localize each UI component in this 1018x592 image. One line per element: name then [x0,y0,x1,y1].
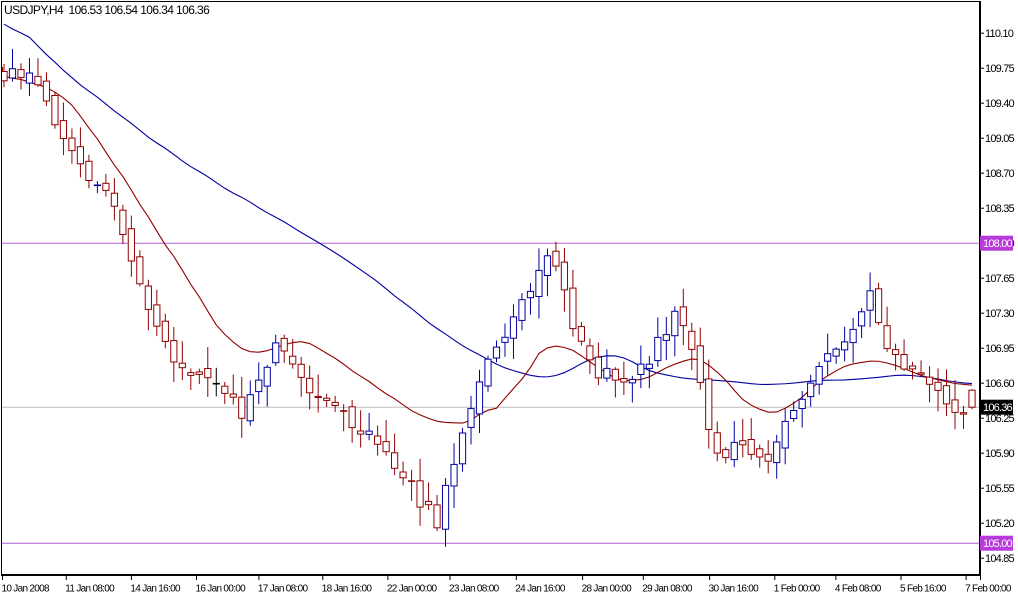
svg-text:104.85: 104.85 [985,553,1015,565]
svg-text:110.10: 110.10 [985,28,1014,40]
svg-text:105.90: 105.90 [985,448,1015,460]
svg-text:107.65: 107.65 [985,273,1015,285]
svg-text:108.70: 108.70 [985,168,1015,180]
svg-text:11 Jan 08:00: 11 Jan 08:00 [65,584,115,592]
svg-text:10 Jan 2008: 10 Jan 2008 [2,584,50,592]
svg-text:105.55: 105.55 [985,483,1015,495]
svg-text:105.20: 105.20 [985,518,1015,530]
svg-text:28 Jan 00:00: 28 Jan 00:00 [582,584,633,592]
svg-text:106.60: 106.60 [985,378,1015,390]
svg-text:108.00: 108.00 [983,238,1013,250]
svg-text:30 Jan 16:00: 30 Jan 16:00 [709,584,760,592]
svg-text:24 Jan 16:00: 24 Jan 16:00 [515,584,566,592]
svg-text:23 Jan 08:00: 23 Jan 08:00 [449,584,500,592]
svg-text:106.95: 106.95 [985,343,1015,355]
svg-text:16 Jan 00:00: 16 Jan 00:00 [196,584,247,592]
svg-text:14 Jan 16:00: 14 Jan 16:00 [130,584,181,592]
svg-text:108.35: 108.35 [985,203,1015,215]
svg-text:22 Jan 00:00: 22 Jan 00:00 [387,584,438,592]
svg-text:109.75: 109.75 [985,63,1015,75]
svg-text:5 Feb 16:00: 5 Feb 16:00 [900,584,947,592]
svg-text:107.30: 107.30 [985,308,1015,320]
svg-text:29 Jan 08:00: 29 Jan 08:00 [642,584,693,592]
svg-text:18 Jan 16:00: 18 Jan 16:00 [322,584,373,592]
svg-text:7 Feb 00:00: 7 Feb 00:00 [965,584,1012,592]
svg-text:17 Jan 08:00: 17 Jan 08:00 [258,584,309,592]
svg-text:109.05: 109.05 [985,133,1015,145]
svg-text:4 Feb 08:00: 4 Feb 08:00 [835,584,882,592]
svg-text:1 Feb 00:00: 1 Feb 00:00 [774,584,821,592]
svg-text:109.40: 109.40 [985,98,1015,110]
svg-text:106.36: 106.36 [983,402,1013,414]
svg-text:105.00: 105.00 [983,538,1013,550]
